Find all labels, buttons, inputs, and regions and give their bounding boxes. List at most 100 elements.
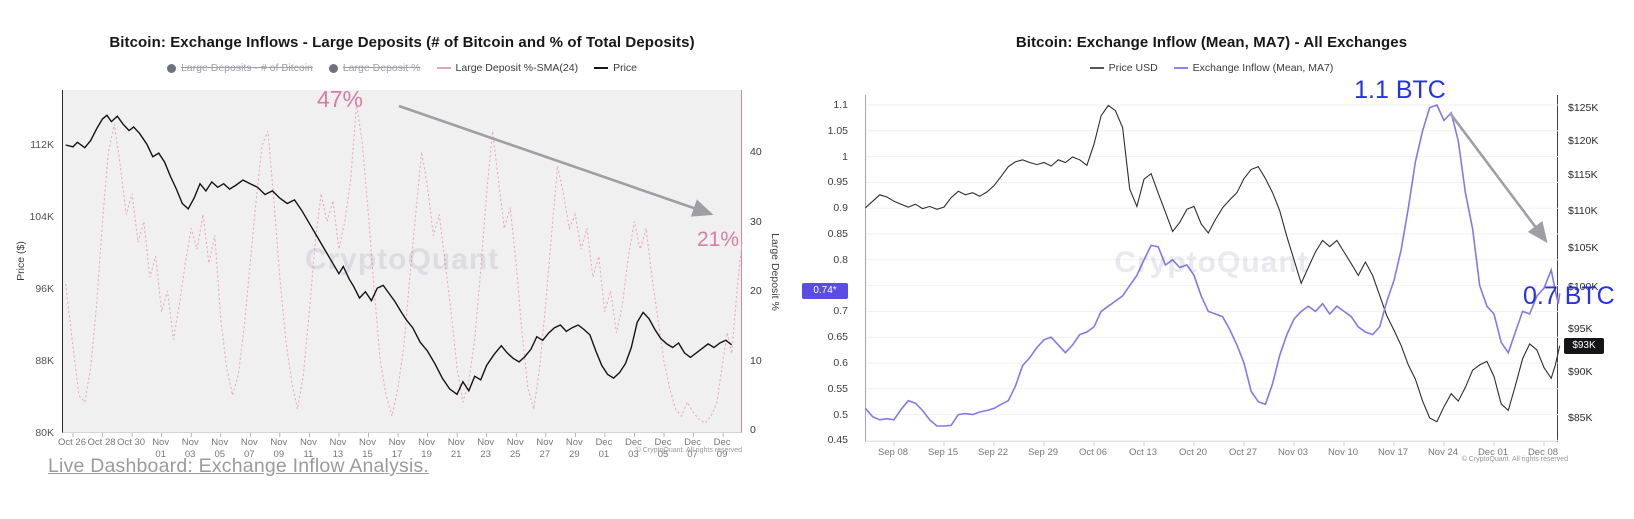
y-tick-label: 88K <box>35 355 54 367</box>
gridlines <box>866 104 1559 441</box>
x-tick-label: Oct 28 <box>87 437 116 448</box>
legend-item-large-deposits-btc[interactable]: Large Deposits - # of Bitcoin <box>166 62 313 74</box>
y-tick-label: 0.85 <box>827 228 848 240</box>
y-tick-label: 0.6 <box>833 357 848 369</box>
x-tick-label: Nov 21 <box>447 437 465 461</box>
legend-left: Large Deposits - # of Bitcoin Large Depo… <box>62 62 742 74</box>
live-dashboard-link[interactable]: Live Dashboard: Exchange Inflow Analysis… <box>48 455 430 477</box>
x-tick-label: Nov 17 <box>1377 447 1409 458</box>
x-tick-label: Nov 01 <box>152 437 170 461</box>
x-tick-label: Oct 27 <box>1229 447 1257 458</box>
x-tick-label: Nov 15 <box>359 437 376 461</box>
x-tick-label: Sep 15 <box>927 447 959 458</box>
y-tick-label: 1.05 <box>827 124 848 137</box>
y-tick-label: 0.5 <box>833 408 848 421</box>
y-tick-label: 0.95 <box>827 176 848 189</box>
chart-title-right: Bitcoin: Exchange Inflow (Mean, MA7) - A… <box>1015 34 1408 51</box>
x-tick-label: Dec 07 <box>684 437 701 461</box>
x-tick-label: Dec 05 <box>654 437 672 461</box>
x-tick-label: Nov 19 <box>418 437 436 461</box>
legend-label: Large Deposit %-SMA(24) <box>455 62 579 74</box>
y-tick-label: 1 <box>842 150 848 163</box>
copyright-text: © CryptoQuant. All rights reserved <box>635 447 742 454</box>
y-tick-label: 0.45 <box>827 434 848 447</box>
x-tick-label: Nov 03 <box>1277 447 1309 458</box>
y-tick-label: 30 <box>750 215 762 228</box>
current-inflow-badge: 0.74* <box>802 283 848 299</box>
plot-area-left[interactable] <box>62 90 743 437</box>
exchange-inflow-line <box>864 103 1561 427</box>
x-tick-label: Nov 05 <box>211 437 229 461</box>
legend-item-exchange-inflow[interactable]: Exchange Inflow (Mean, MA7) <box>1173 62 1334 74</box>
x-axis-ticks: Oct 26 Oct 28 Oct 30 Nov 01 Nov 03 Nov 05 Nov … <box>58 437 742 467</box>
legend-label: Price <box>613 62 638 74</box>
x-tick-label: Oct 20 <box>1179 447 1207 458</box>
price-line <box>65 114 733 396</box>
x-tick-label: Nov 27 <box>536 437 554 461</box>
chart-svg-left <box>65 103 743 437</box>
y-tick-label: 0.9 <box>833 202 848 215</box>
y-tick-label: 0.7 <box>833 305 848 318</box>
x-axis-ticks: Sep 08 Sep 15 Sep 22 Sep 29 Oct 06 Oct 13 Oct … <box>865 447 1558 463</box>
trend-arrow <box>398 104 714 217</box>
y-axis-title-price: Price ($) <box>15 241 27 281</box>
y-tick-label: $105K <box>1568 242 1599 255</box>
y-tick-label: 10 <box>750 354 762 367</box>
x-tick-label: Nov 23 <box>477 437 495 461</box>
y-tick-label: 0.8 <box>833 253 848 266</box>
x-tick-label: Nov 13 <box>329 437 347 461</box>
legend-item-price-usd[interactable]: Price USD <box>1089 62 1158 74</box>
legend-item-price[interactable]: Price <box>594 62 637 74</box>
price-usd-line <box>865 104 1561 423</box>
x-tick-label: Dec 08 <box>1527 447 1559 458</box>
plot-area-right[interactable] <box>864 95 1561 446</box>
x-tick-label: Nov 10 <box>1327 447 1359 458</box>
legend-item-sma[interactable]: Large Deposit %-SMA(24) <box>436 62 579 74</box>
legend-label: Exchange Inflow (Mean, MA7) <box>1192 62 1334 74</box>
y-tick-label: $85K <box>1568 411 1593 424</box>
x-tick-label: Oct 06 <box>1079 447 1107 458</box>
chart-card-large-deposits: Bitcoin: Exchange Inflows - Large Deposi… <box>0 0 790 519</box>
chart-svg-right <box>864 103 1561 446</box>
legend-label: Price USD <box>1108 62 1158 74</box>
legend-line-icon <box>594 67 609 69</box>
legend-item-large-deposit-pct[interactable]: Large Deposit % <box>328 62 421 74</box>
x-tick-label: Dec 09 <box>713 437 731 461</box>
y-tick-label: 40 <box>750 146 762 158</box>
y-tick-label: 104K <box>29 211 54 223</box>
x-tick-label: Nov 25 <box>506 437 524 461</box>
x-tick-label: Dec 01 <box>595 437 613 461</box>
y-tick-label: 0.65 <box>827 331 848 344</box>
x-tick-label: Dec 03 <box>624 437 642 461</box>
x-tick-label: Nov 17 <box>388 437 406 461</box>
legend-right: Price USD Exchange Inflow (Mean, MA7) <box>865 62 1558 74</box>
y-tick-label: 112K <box>30 139 54 151</box>
x-tick-label: Dec 01 <box>1477 447 1509 458</box>
sma-line <box>65 103 743 424</box>
x-tick-label: Sep 29 <box>1027 447 1059 458</box>
legend-label: Large Deposit % <box>342 62 421 74</box>
y-tick-label: $120K <box>1568 134 1599 147</box>
trend-arrow <box>1448 112 1548 244</box>
y-tick-label: 0.55 <box>827 382 848 395</box>
x-tick-label: Nov 11 <box>299 437 317 461</box>
y-tick-label: $95K <box>1568 322 1593 335</box>
y-tick-label: $125K <box>1568 102 1599 114</box>
legend-line-icon <box>1173 67 1188 69</box>
x-tick-label: Nov 07 <box>240 437 258 461</box>
x-tick-label: Nov 24 <box>1427 447 1459 458</box>
legend-dot-icon <box>166 63 176 73</box>
legend-dot-icon <box>328 63 338 73</box>
current-price-badge: $93K <box>1564 338 1604 354</box>
x-tick-label: Nov 29 <box>565 437 583 461</box>
y-tick-label: 96K <box>35 283 54 295</box>
y-axis-title-large-deposit-pct: Large Deposit % <box>769 233 781 311</box>
y-tick-label: $90K <box>1568 366 1593 379</box>
x-tick-label: Sep 08 <box>877 447 909 458</box>
x-tick-label: Oct 26 <box>58 437 86 448</box>
y-tick-label: 20 <box>750 285 762 297</box>
x-tick-label: Oct 30 <box>117 437 146 448</box>
x-tick-label: Oct 13 <box>1129 447 1157 458</box>
x-tick-label: Nov 03 <box>181 437 199 461</box>
